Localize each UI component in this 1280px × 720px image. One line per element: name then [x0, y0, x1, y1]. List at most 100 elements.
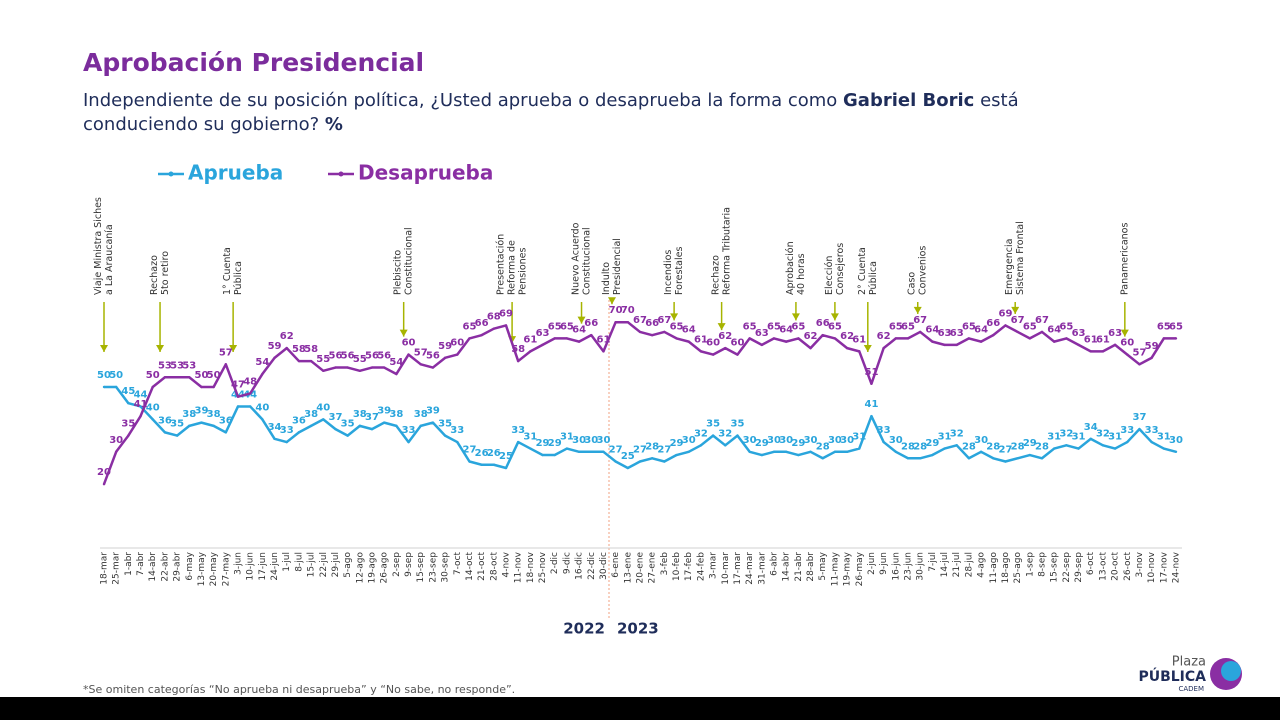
point	[492, 463, 496, 466]
point	[784, 340, 788, 343]
annotation-text: Pública	[233, 261, 244, 295]
x-tick-label: 26-may	[855, 551, 865, 586]
data-label: 66	[986, 318, 1000, 329]
x-tick-label: 9-sep	[404, 552, 414, 577]
data-label: 65	[743, 321, 757, 332]
point	[261, 418, 264, 421]
data-label: 58	[511, 344, 525, 355]
data-label: 27	[609, 445, 623, 456]
point	[918, 457, 922, 460]
x-tick-label: 14-jul	[940, 552, 950, 577]
point	[650, 333, 654, 337]
data-label: 29	[670, 438, 684, 449]
data-label: 50	[194, 370, 208, 381]
x-tick-label: 1-abr	[124, 552, 134, 576]
data-label: 65	[560, 321, 574, 332]
data-label: 65	[1059, 321, 1073, 332]
point	[663, 460, 666, 463]
data-label: 33	[877, 425, 891, 436]
x-tick-label: 13-ene	[623, 552, 633, 584]
annotation-text: 40 horas	[796, 253, 807, 295]
data-label: 31	[852, 432, 866, 443]
point	[967, 457, 971, 460]
point	[650, 457, 654, 460]
x-tick-label: 28-jul	[964, 552, 974, 577]
point	[431, 421, 435, 424]
point	[236, 405, 240, 408]
x-tick-label: 10-feb	[672, 552, 682, 581]
annotation-arrow	[156, 345, 165, 352]
x-tick-label: 29-sep	[1074, 552, 1084, 583]
annotation-text: Emergencia	[1004, 239, 1015, 295]
point	[188, 376, 191, 379]
data-label: 30	[779, 435, 793, 446]
point	[748, 337, 751, 340]
data-label: 36	[292, 415, 306, 426]
data-label: 53	[170, 360, 184, 371]
x-tick-label: 3-nov	[1135, 551, 1145, 577]
x-tick-label: 25-ago	[1013, 552, 1023, 584]
point	[541, 453, 544, 457]
point	[724, 444, 727, 447]
x-tick-label: 28-oct	[489, 552, 499, 581]
point	[931, 340, 934, 343]
data-label: 65	[791, 321, 805, 332]
data-label: 62	[804, 331, 818, 342]
annotation-text: Caso	[907, 272, 918, 295]
data-label: 55	[316, 354, 330, 365]
data-label: 62	[840, 331, 854, 342]
point	[882, 440, 885, 444]
data-label: 61	[852, 334, 866, 345]
data-label: 28	[962, 441, 976, 452]
data-label: 28	[986, 441, 1000, 452]
point	[809, 346, 812, 350]
x-tick-label: 7-oct	[453, 552, 463, 576]
data-label: 33	[402, 425, 416, 436]
point	[833, 337, 837, 340]
x-tick-label: 25-nov	[538, 551, 548, 583]
data-label: 57	[414, 347, 428, 358]
data-label: 60	[706, 338, 720, 349]
point	[200, 421, 203, 424]
data-label: 33	[511, 425, 525, 436]
x-tick-label: 9-dic	[562, 552, 572, 574]
data-label: 66	[645, 318, 659, 329]
legend-label: Desaprueba	[358, 161, 493, 185]
x-tick-label: 29-abr	[173, 552, 183, 582]
data-label: 64	[682, 325, 696, 336]
data-label: 70	[621, 305, 635, 316]
point	[285, 440, 288, 444]
point	[663, 330, 666, 334]
data-label: 33	[450, 425, 464, 436]
data-label: 63	[950, 328, 964, 339]
annotation-arrow	[830, 313, 839, 321]
logo-text: PÚBLICA	[1138, 667, 1206, 685]
x-tick-label: 25-mar	[112, 552, 122, 585]
annotation-text: Presidencial	[612, 238, 623, 295]
x-tick-label: 11-ago	[989, 552, 999, 584]
point	[1040, 457, 1044, 460]
data-label: 32	[1059, 428, 1073, 439]
data-label: 48	[243, 376, 257, 387]
point	[248, 392, 252, 395]
point	[711, 353, 715, 356]
x-tick-label: 4-nov	[502, 551, 512, 577]
point	[480, 463, 483, 466]
data-label: 61	[523, 334, 537, 345]
point	[1101, 444, 1105, 447]
point	[395, 424, 398, 428]
point	[784, 450, 788, 453]
x-tick-label: 6-abr	[770, 552, 780, 576]
data-label: 60	[1120, 338, 1134, 349]
point	[261, 372, 264, 376]
point	[711, 434, 715, 437]
x-tick-label: 20-may	[209, 551, 219, 586]
x-tick-label: 5-ago	[343, 552, 353, 578]
subtitle-part: Independiente de su posición política, ¿…	[83, 90, 844, 111]
point	[224, 431, 228, 434]
x-tick-label: 31-mar	[757, 552, 767, 585]
point	[614, 460, 617, 463]
point	[821, 457, 824, 460]
data-label: 38	[182, 409, 196, 420]
